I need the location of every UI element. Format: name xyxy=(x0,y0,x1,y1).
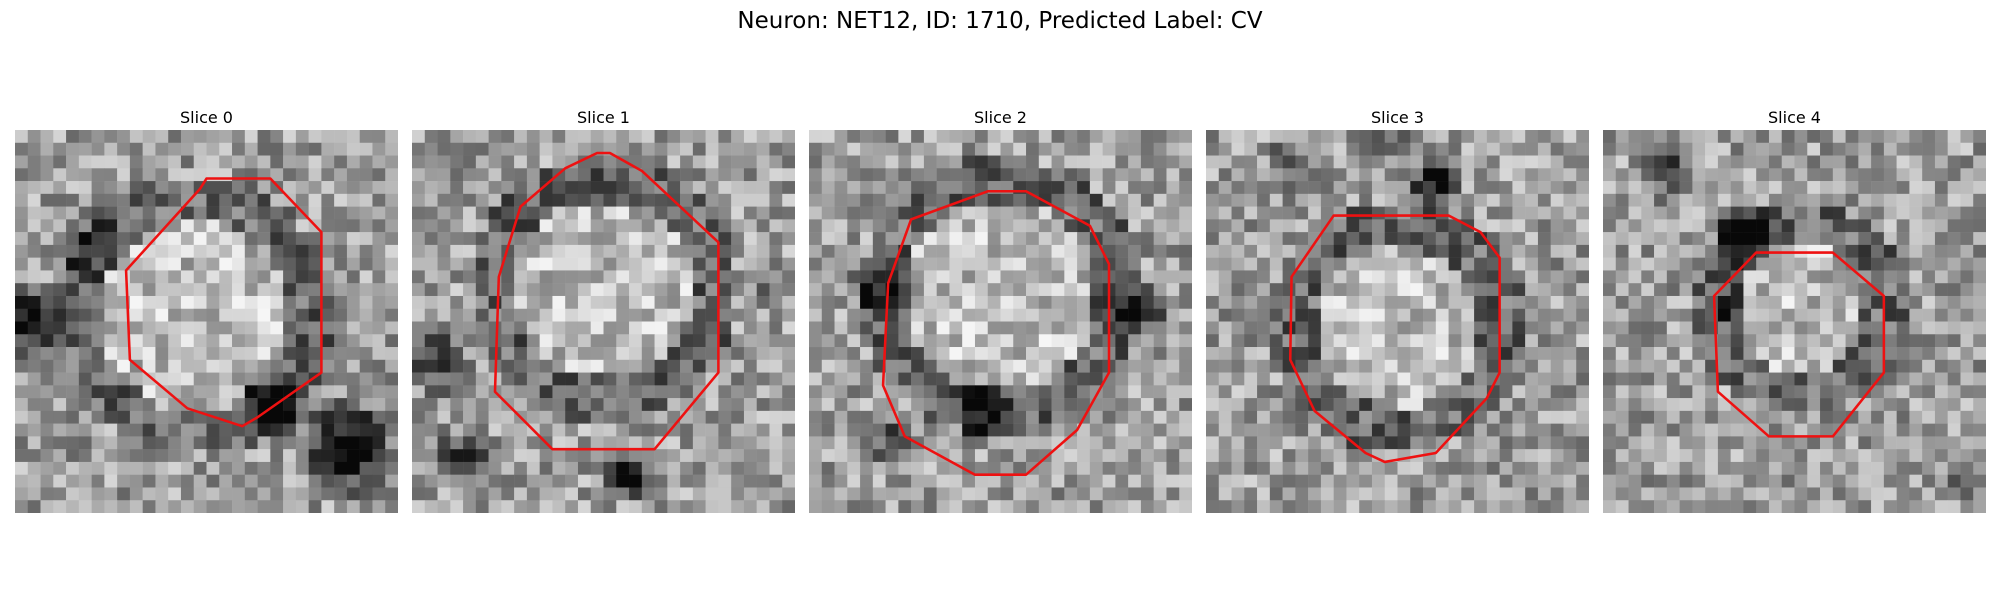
slice-title: Slice 4 xyxy=(1768,108,1821,127)
slice-panel-1: Slice 1 xyxy=(412,106,795,513)
slice-image-1 xyxy=(412,130,795,513)
slice-title: Slice 2 xyxy=(974,108,1027,127)
figure-title: Neuron: NET12, ID: 1710, Predicted Label… xyxy=(737,8,1263,34)
slice-title: Slice 1 xyxy=(577,108,630,127)
slice-panel-2: Slice 2 xyxy=(809,106,1192,513)
slice-panel-4: Slice 4 xyxy=(1603,106,1986,513)
slice-panel-3: Slice 3 xyxy=(1206,106,1589,513)
cell-contour xyxy=(1288,214,1501,464)
cell-contour xyxy=(881,190,1111,476)
slice-image-3 xyxy=(1206,130,1589,513)
slice-title: Slice 3 xyxy=(1371,108,1424,127)
slice-image-4 xyxy=(1603,130,1986,513)
slice-image-2 xyxy=(809,130,1192,513)
slice-image-0 xyxy=(15,130,398,513)
slice-panel-0: Slice 0 xyxy=(15,106,398,513)
cell-contour xyxy=(493,151,720,451)
slice-title: Slice 0 xyxy=(180,108,233,127)
cell-contour xyxy=(124,177,323,428)
cell-contour xyxy=(1712,251,1886,438)
